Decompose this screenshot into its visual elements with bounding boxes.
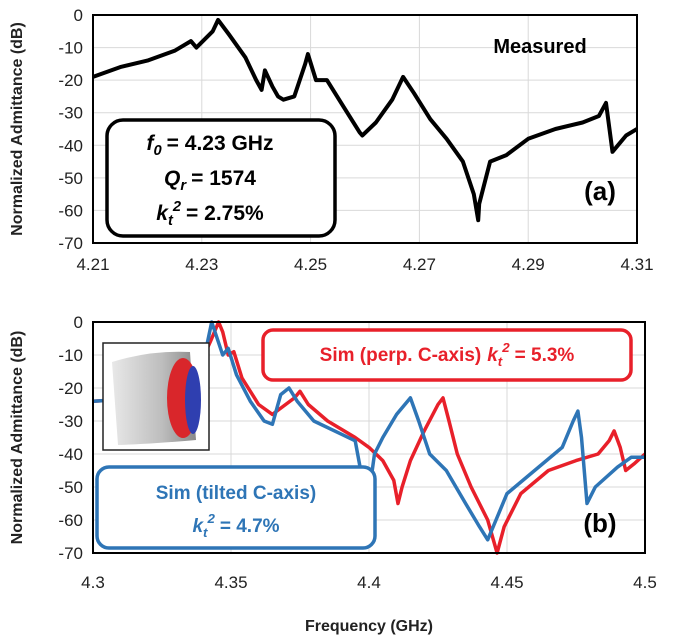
y-tick-label: -30 [58, 104, 83, 123]
y-tick-label: -70 [58, 234, 83, 253]
legend-label: Sim (tilted C-axis) [156, 483, 316, 504]
subscript: 0 [154, 143, 163, 159]
x-tick-label: 4.5 [633, 573, 657, 592]
y-axis-title: Normalized Admittance (dB) [9, 22, 26, 236]
superscript: 2 [206, 511, 215, 526]
panel-label: (b) [583, 508, 616, 538]
value: = 1574 [191, 167, 256, 190]
y-tick-label: -40 [58, 445, 83, 464]
figure: -70 -60 -50 -40 -30 -20 -10 0 4.21 4.23 4.25 4.27 4.… [0, 0, 675, 644]
y-tick-label: -70 [58, 544, 83, 563]
annotation: Measured [493, 36, 586, 58]
y-tick-label: 0 [74, 6, 83, 25]
x-tick-label: 4.35 [214, 573, 247, 592]
symbol: Q [164, 167, 180, 190]
x-tick-label: 4.4 [357, 573, 381, 592]
value: = 5.3% [515, 345, 575, 366]
superscript: 2 [501, 340, 510, 355]
y-tick-label: -10 [58, 346, 83, 365]
y-axis-title: Normalized Admittance (dB) [9, 331, 26, 545]
subscript: t [498, 354, 503, 369]
x-tick-label: 4.25 [294, 255, 327, 274]
rich-label: Sim (perp. C-axis)kt2= 5.3% [320, 340, 575, 369]
x-tick-label: 4.31 [620, 255, 653, 274]
x-axis-title: Frequency (GHz) [305, 618, 433, 635]
y-tick-label: -30 [58, 412, 83, 431]
y-tick-label: -20 [58, 379, 83, 398]
inset-shape [185, 366, 201, 434]
y-tick-label: -40 [58, 136, 83, 155]
y-tick-label: -20 [58, 71, 83, 90]
y-tick-label: -50 [58, 169, 83, 188]
y-tick-label: -50 [58, 478, 83, 497]
value: = 4.7% [220, 516, 280, 537]
value: = 2.75% [186, 202, 264, 225]
x-tick-label: 4.3 [81, 573, 105, 592]
rich-label: kt2= 2.75% [156, 199, 264, 229]
x-tick-label: 4.27 [403, 255, 436, 274]
subscript: t [203, 525, 208, 540]
value: = 4.23 GHz [167, 132, 274, 155]
x-tick-label: 4.29 [512, 255, 545, 274]
y-tick-label: -60 [58, 201, 83, 220]
superscript: 2 [172, 199, 182, 215]
label-text: Sim (perp. C-axis) [320, 345, 482, 366]
x-tick-label: 4.45 [490, 573, 523, 592]
x-tick-label: 4.21 [76, 255, 109, 274]
x-tick-label: 4.23 [185, 255, 218, 274]
rich-label: Qr= 1574 [164, 167, 256, 194]
panel-label: (a) [584, 176, 616, 206]
y-tick-label: -60 [58, 511, 83, 530]
y-tick-label: -10 [58, 39, 83, 58]
y-tick-label: 0 [74, 313, 83, 332]
